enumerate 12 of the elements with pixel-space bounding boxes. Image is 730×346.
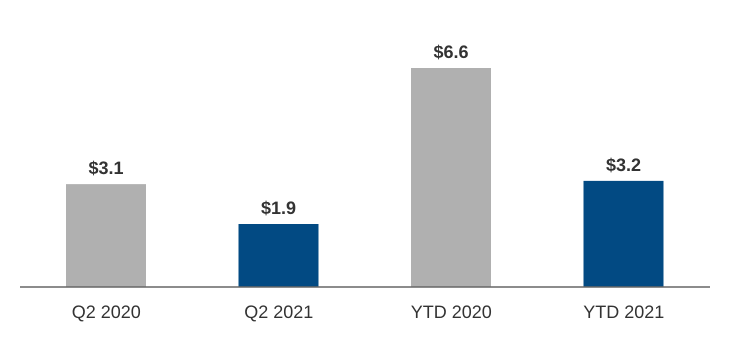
data-label: $3.2: [606, 154, 642, 175]
x-tick-label: YTD 2021: [583, 302, 664, 322]
bar: [238, 224, 318, 287]
bar: [584, 180, 664, 287]
data-label: $1.9: [260, 198, 296, 218]
data-label: $3.1: [88, 158, 124, 178]
x-tick-label: Q2 2021: [244, 302, 314, 322]
bar: [411, 68, 491, 287]
x-tick-label: Q2 2020: [72, 302, 141, 322]
bar: [66, 184, 146, 287]
data-label: $6.6: [433, 42, 469, 62]
x-tick-label: YTD 2020: [410, 302, 492, 322]
